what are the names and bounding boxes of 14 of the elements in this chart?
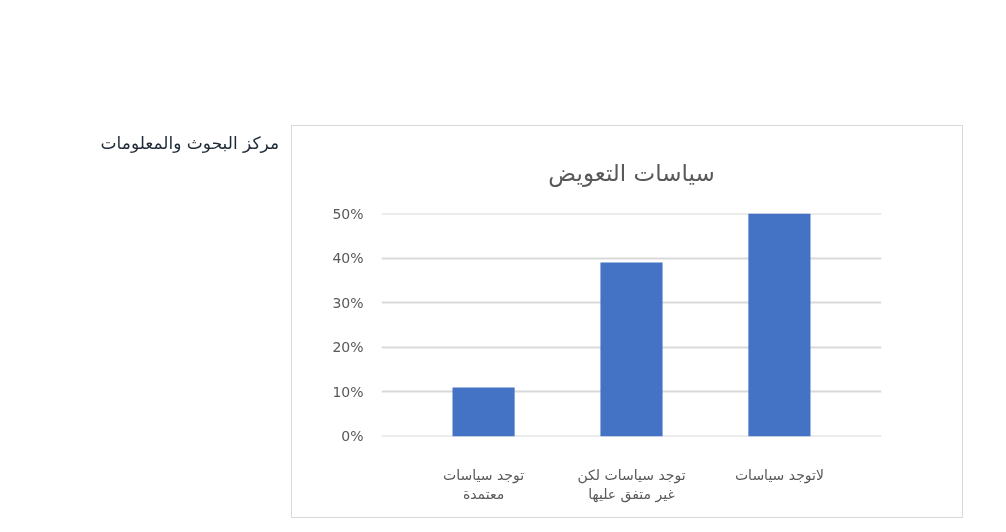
x-tick-label: توجد سياسات معتمدة bbox=[443, 466, 525, 502]
bar bbox=[600, 262, 663, 437]
x-tick-label: لاتوجد سياسات bbox=[734, 466, 824, 484]
y-tick-label: 0% bbox=[341, 428, 364, 445]
chart-title: سياسات التعويض bbox=[548, 160, 715, 187]
y-tick-label: 30% bbox=[332, 294, 364, 311]
y-tick-label: 20% bbox=[332, 339, 364, 356]
bar bbox=[452, 387, 515, 437]
x-tick-label: توجد سياسات لكن غير متفق عليها bbox=[577, 466, 686, 503]
y-tick-label: 50% bbox=[332, 205, 364, 222]
text: مركز البحوث والمعلومات bbox=[99, 132, 279, 155]
y-tick-label: 40% bbox=[332, 250, 364, 267]
bar bbox=[748, 213, 811, 437]
y-tick-label: 10% bbox=[332, 383, 364, 400]
